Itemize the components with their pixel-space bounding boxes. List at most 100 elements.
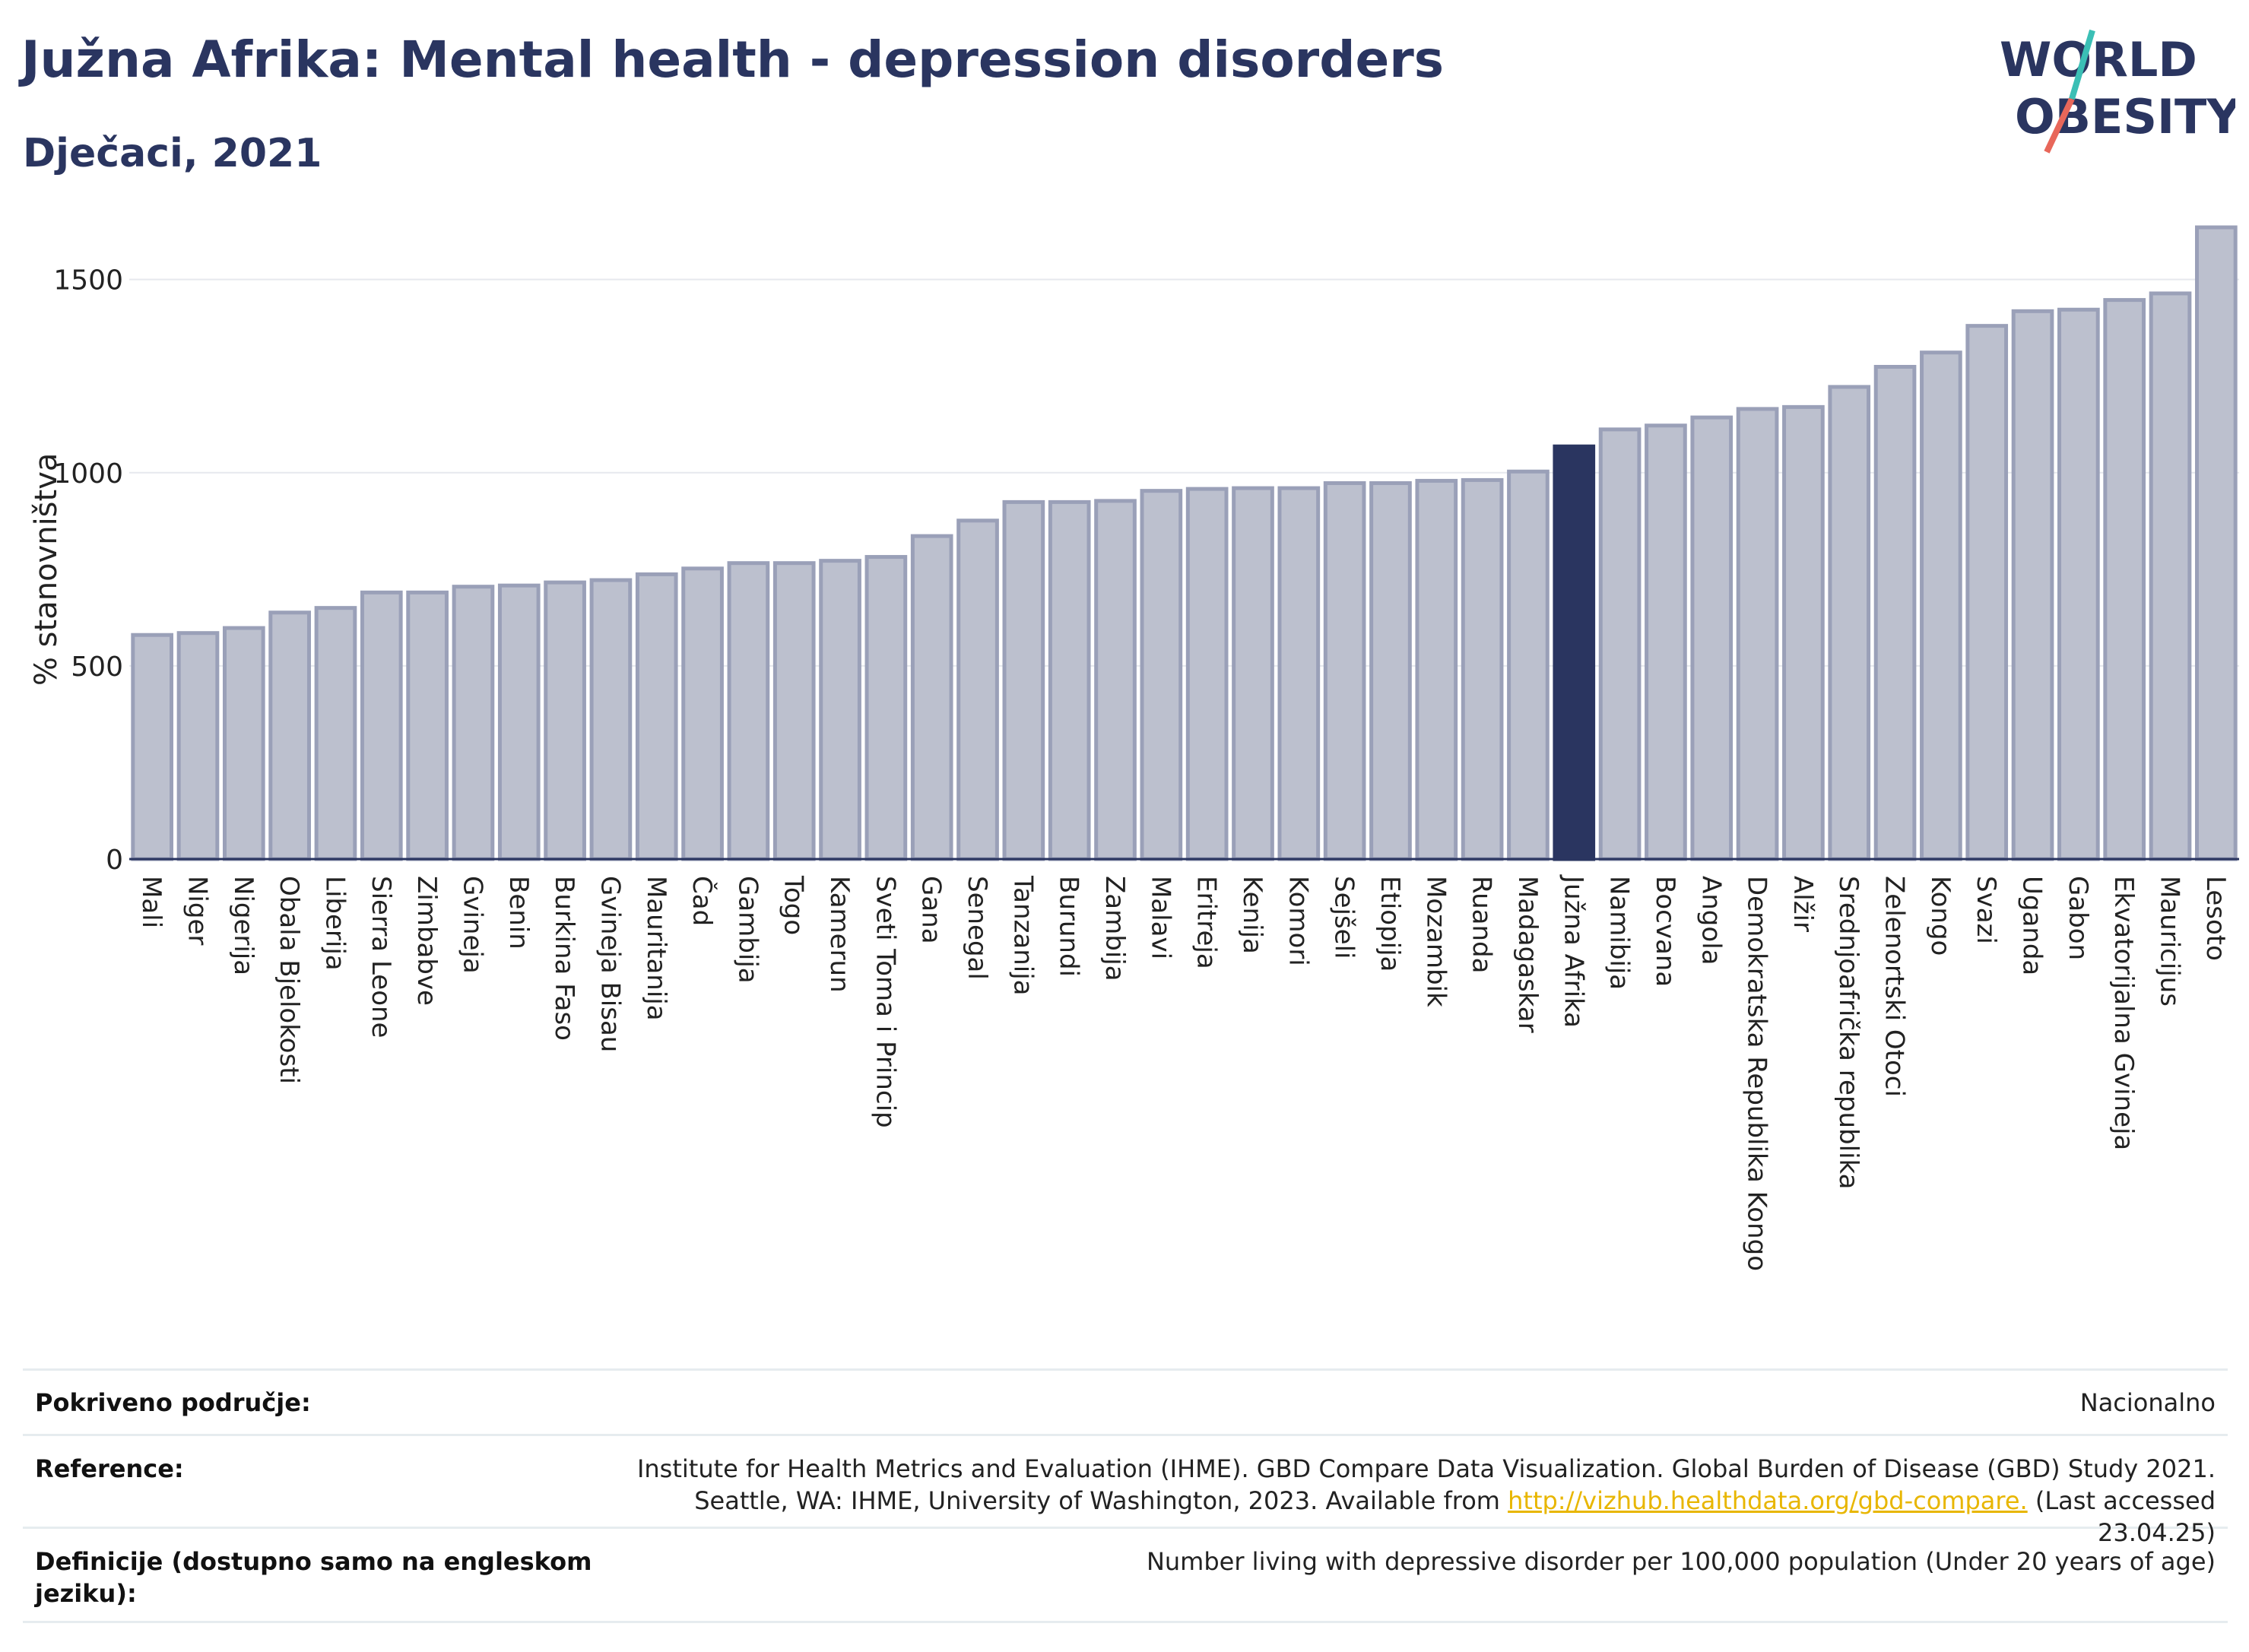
bar-togo <box>772 561 816 861</box>
bar-kenija <box>1232 486 1274 861</box>
x-tick-label: Burkina Faso <box>549 876 579 1041</box>
bar-burkina-faso <box>544 580 586 861</box>
info-row-reference: Reference: Institute for Health Metrics … <box>23 1436 2228 1547</box>
bar-mauritanija <box>635 572 678 861</box>
bar-eritreja <box>1185 487 1229 861</box>
logo-slash-teal <box>2069 29 2095 100</box>
bars <box>131 225 2238 861</box>
x-tick-label: Gvineja Bisau <box>595 876 625 1052</box>
x-tick-label: Namibija <box>1604 876 1635 990</box>
bar-tanzanija <box>1002 499 1045 861</box>
x-tick-label: Ekvatorijalna Gvineja <box>2108 876 2139 1150</box>
x-tick-label: Togo <box>779 875 809 935</box>
x-tick-label: Madagaskar <box>1512 876 1543 1033</box>
bar-ruanda <box>1461 477 1504 861</box>
bar-srednjoafrička-republika <box>1828 385 1871 861</box>
bar-burundi <box>1048 499 1091 861</box>
info-table: Pokriveno područje: Nacionalno Reference… <box>23 1368 2228 1623</box>
logo-slash-red <box>2044 97 2075 154</box>
x-tick-label: Čad <box>687 876 718 926</box>
x-tick-label: Svazi <box>1971 876 2001 944</box>
reference-value: Institute for Health Metrics and Evaluat… <box>601 1453 2216 1547</box>
y-axis-ticks: 0 500 1000 1500 <box>53 265 123 876</box>
bar-kamerun <box>819 559 861 861</box>
x-tick-label: Zambija <box>1099 876 1130 981</box>
chart-title: Južna Afrika: Mental health - depression… <box>21 30 1445 89</box>
bar-gabon <box>2057 307 2100 861</box>
x-tick-label: Burundi <box>1054 876 1084 977</box>
bar-zelenortski-otoci <box>1873 365 1917 861</box>
x-tick-label: Bocvana <box>1650 876 1680 987</box>
bar-bocvana <box>1645 423 1687 861</box>
chart-subtitle: Dječaci, 2021 <box>23 131 322 176</box>
world-obesity-logo: WORLD OBESITY <box>2000 29 2235 154</box>
reference-line2: Seattle, WA: IHME, University of Washing… <box>601 1485 2216 1549</box>
info-row-coverage: Pokriveno područje: Nacionalno <box>23 1371 2228 1436</box>
x-tick-label: Kamerun <box>824 876 855 993</box>
bar-uganda <box>2011 309 2054 861</box>
x-tick-label: Benin <box>503 876 534 950</box>
x-tick-label: Eritreja <box>1191 876 1222 969</box>
y-tick-label: 0 <box>106 845 123 876</box>
x-tick-label: Mali <box>136 876 167 928</box>
definition-value: Number living with depressive disorder p… <box>1146 1547 2216 1576</box>
x-tick-label: Zimbabve <box>411 876 442 1006</box>
x-tick-label: Etiopija <box>1375 876 1405 972</box>
bar-angola <box>1690 415 1734 861</box>
reference-line2-pre: Seattle, WA: IHME, University of Washing… <box>694 1486 1508 1515</box>
bar-mauricijus <box>2149 291 2192 861</box>
x-tick-label: Gabon <box>2063 876 2093 960</box>
x-tick-label: Senegal <box>962 876 992 980</box>
bar-sejšeli <box>1323 480 1366 861</box>
y-tick-label: 500 <box>71 652 123 683</box>
x-tick-label: Kenija <box>1237 876 1267 954</box>
bar-čad <box>681 566 724 861</box>
x-tick-label: Ruanda <box>1467 876 1497 973</box>
x-tick-label: Alžir <box>1787 876 1818 932</box>
x-axis-labels: Mali Niger Nigerija Obala Bjelokosti Liberij… <box>136 874 2231 1271</box>
bar-zambija <box>1094 499 1137 861</box>
bar-komori <box>1277 486 1321 861</box>
info-row-definition: Definicije (dostupno samo na engleskom j… <box>23 1529 2228 1623</box>
bar-lesoto <box>2195 225 2238 861</box>
bar-namibija <box>1598 427 1642 861</box>
x-tick-label: Tanzanija <box>1007 875 1038 995</box>
bar-ekvatorijalna-gvineja <box>2103 298 2146 861</box>
bar-sierra-leone <box>360 590 403 861</box>
bar-chart: 0 500 1000 1500 Mali Niger Nigerija Obala Bjel… <box>29 225 2239 1271</box>
bar-zimbabve <box>406 590 449 861</box>
bar-svazi <box>1965 324 2009 861</box>
bar-mozambik <box>1415 478 1458 861</box>
x-tick-label: Kongo <box>1925 876 1956 956</box>
x-tick-label: Uganda <box>2017 876 2048 975</box>
x-tick-label: Lesoto <box>2200 876 2231 961</box>
reference-line2-post: (Last accessed 23.04.25) <box>2027 1486 2216 1547</box>
bar-nigerija <box>222 626 265 861</box>
x-tick-label: Gvineja <box>457 876 487 974</box>
x-tick-label: Gana <box>916 876 947 944</box>
x-tick-label: Sierra Leone <box>366 876 396 1038</box>
x-tick-label: Mauricijus <box>2155 876 2185 1007</box>
x-tick-label: Malavi <box>1145 876 1175 959</box>
y-tick-label: 1000 <box>53 458 123 490</box>
x-tick-label: Angola <box>1695 876 1726 965</box>
definition-label: Definicije (dostupno samo na engleskom j… <box>35 1547 592 1608</box>
bar-gvineja-bisau <box>589 578 633 861</box>
bar-liberija <box>314 606 357 861</box>
bar-sveti-toma-i-princip <box>864 555 908 861</box>
bar-kongo <box>1920 350 1962 861</box>
y-axis-label: % stanovništva <box>29 453 64 686</box>
x-tick-label: Demokratska Republika Kongo <box>1742 876 1772 1271</box>
bar-madagaskar <box>1507 469 1550 861</box>
y-tick-label: 1500 <box>53 265 123 296</box>
bar-alžir <box>1782 404 1825 861</box>
bar-gana <box>910 534 953 861</box>
bar-malavi <box>1140 489 1183 861</box>
logo-line1: WORLD <box>2000 32 2197 87</box>
x-tick-label: Niger <box>182 876 212 945</box>
bar-mali <box>131 633 173 861</box>
x-tick-label: Liberija <box>319 876 350 971</box>
bar-gambija <box>727 561 770 861</box>
reference-link[interactable]: http://vizhub.healthdata.org/gbd-compare… <box>1508 1486 2028 1515</box>
x-tick-label: Mozambik <box>1420 876 1451 1007</box>
